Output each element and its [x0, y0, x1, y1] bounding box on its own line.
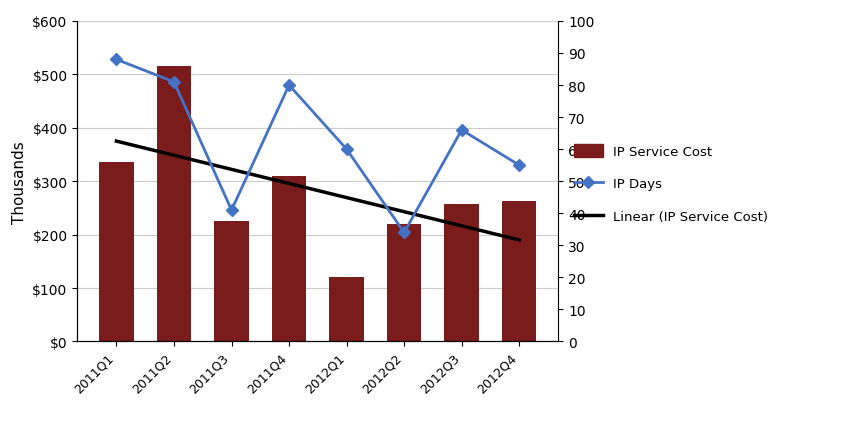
Bar [271, 177, 307, 342]
Bar [99, 163, 134, 342]
Bar [502, 201, 537, 342]
Bar [444, 204, 479, 342]
Y-axis label: Thousands: Thousands [12, 141, 27, 223]
Bar [329, 278, 364, 342]
Bar [214, 222, 249, 342]
Legend: IP Service Cost, IP Days, Linear (IP Service Cost): IP Service Cost, IP Days, Linear (IP Ser… [574, 144, 768, 224]
Bar [387, 224, 422, 342]
Bar [156, 67, 192, 342]
